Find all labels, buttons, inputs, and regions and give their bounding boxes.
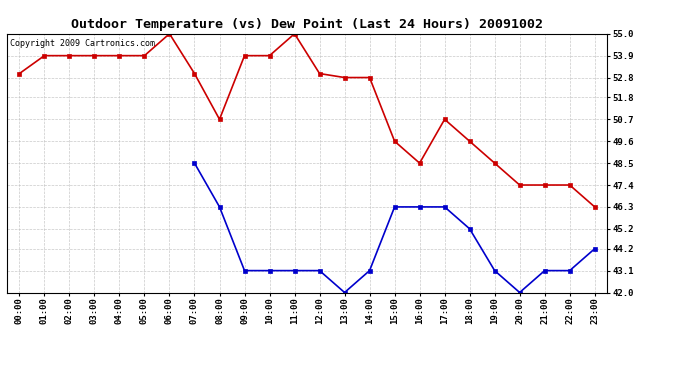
Text: Copyright 2009 Cartronics.com: Copyright 2009 Cartronics.com [10, 39, 155, 48]
Title: Outdoor Temperature (vs) Dew Point (Last 24 Hours) 20091002: Outdoor Temperature (vs) Dew Point (Last… [71, 18, 543, 31]
